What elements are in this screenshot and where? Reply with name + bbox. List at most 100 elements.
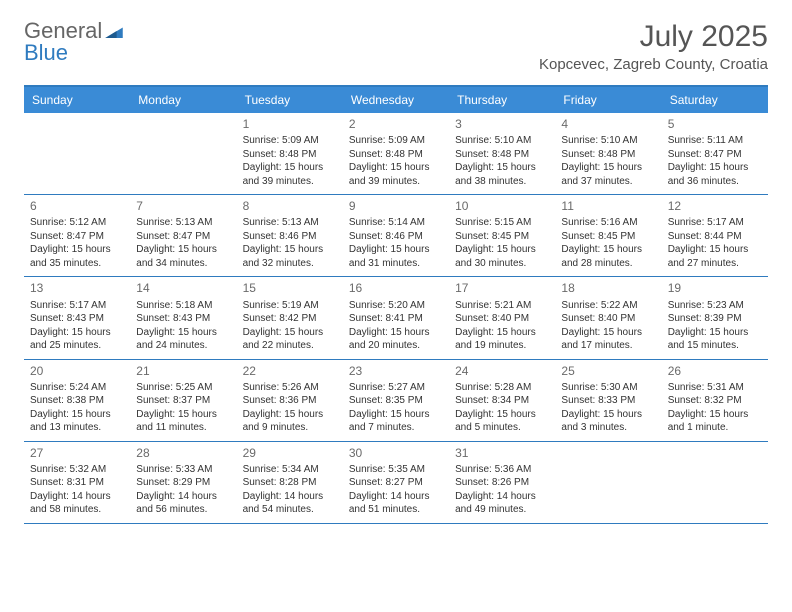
logo-word2: Blue bbox=[24, 40, 68, 65]
daylight-text: Daylight: 15 hours and 9 minutes. bbox=[243, 408, 337, 435]
logo-triangle-icon bbox=[105, 20, 123, 42]
sunrise-text: Sunrise: 5:12 AM bbox=[30, 216, 124, 230]
weeks-container: 1Sunrise: 5:09 AMSunset: 8:48 PMDaylight… bbox=[24, 113, 768, 524]
sunset-text: Sunset: 8:36 PM bbox=[243, 394, 337, 408]
daylight-text: Daylight: 15 hours and 7 minutes. bbox=[349, 408, 443, 435]
sunrise-text: Sunrise: 5:30 AM bbox=[561, 381, 655, 395]
sunrise-text: Sunrise: 5:20 AM bbox=[349, 299, 443, 313]
logo: GeneralBlue bbox=[24, 20, 123, 64]
sunset-text: Sunset: 8:38 PM bbox=[30, 394, 124, 408]
sunset-text: Sunset: 8:34 PM bbox=[455, 394, 549, 408]
sunset-text: Sunset: 8:46 PM bbox=[243, 230, 337, 244]
sunset-text: Sunset: 8:39 PM bbox=[668, 312, 762, 326]
weekday-header: Saturday bbox=[662, 87, 768, 113]
daylight-text: Daylight: 15 hours and 35 minutes. bbox=[30, 243, 124, 270]
empty-cell bbox=[662, 442, 768, 523]
sunrise-text: Sunrise: 5:28 AM bbox=[455, 381, 549, 395]
day-cell: 17Sunrise: 5:21 AMSunset: 8:40 PMDayligh… bbox=[449, 277, 555, 358]
day-cell: 9Sunrise: 5:14 AMSunset: 8:46 PMDaylight… bbox=[343, 195, 449, 276]
daylight-text: Daylight: 15 hours and 28 minutes. bbox=[561, 243, 655, 270]
daylight-text: Daylight: 15 hours and 37 minutes. bbox=[561, 161, 655, 188]
week-row: 27Sunrise: 5:32 AMSunset: 8:31 PMDayligh… bbox=[24, 442, 768, 524]
sunset-text: Sunset: 8:35 PM bbox=[349, 394, 443, 408]
sunset-text: Sunset: 8:33 PM bbox=[561, 394, 655, 408]
sunset-text: Sunset: 8:48 PM bbox=[243, 148, 337, 162]
sunset-text: Sunset: 8:47 PM bbox=[30, 230, 124, 244]
sunrise-text: Sunrise: 5:17 AM bbox=[668, 216, 762, 230]
weekday-header: Monday bbox=[130, 87, 236, 113]
day-cell: 15Sunrise: 5:19 AMSunset: 8:42 PMDayligh… bbox=[237, 277, 343, 358]
day-cell: 31Sunrise: 5:36 AMSunset: 8:26 PMDayligh… bbox=[449, 442, 555, 523]
sunrise-text: Sunrise: 5:33 AM bbox=[136, 463, 230, 477]
empty-cell bbox=[555, 442, 661, 523]
day-cell: 19 Sunrise: 5:23 AMSunset: 8:39 PMDayligh… bbox=[662, 277, 768, 358]
month-title: July 2025 bbox=[539, 20, 768, 54]
day-number: 12 bbox=[668, 198, 762, 214]
daylight-text: Daylight: 14 hours and 49 minutes. bbox=[455, 490, 549, 517]
day-cell: 13Sunrise: 5:17 AMSunset: 8:43 PMDayligh… bbox=[24, 277, 130, 358]
daylight-text: Daylight: 14 hours and 54 minutes. bbox=[243, 490, 337, 517]
daylight-text: Daylight: 15 hours and 36 minutes. bbox=[668, 161, 762, 188]
sunrise-text: Sunrise: 5:09 AM bbox=[349, 134, 443, 148]
day-number: 5 bbox=[668, 116, 762, 132]
day-number: 1 bbox=[243, 116, 337, 132]
day-cell: 30Sunrise: 5:35 AMSunset: 8:27 PMDayligh… bbox=[343, 442, 449, 523]
sunset-text: Sunset: 8:48 PM bbox=[349, 148, 443, 162]
calendar: SundayMondayTuesdayWednesdayThursdayFrid… bbox=[24, 85, 768, 524]
page-header: GeneralBlue July 2025 Kopcevec, Zagreb C… bbox=[24, 20, 768, 73]
sunrise-text: Sunrise: 5:16 AM bbox=[561, 216, 655, 230]
day-number: 31 bbox=[455, 445, 549, 461]
daylight-text: Daylight: 14 hours and 51 minutes. bbox=[349, 490, 443, 517]
day-number: 10 bbox=[455, 198, 549, 214]
day-number: 20 bbox=[30, 363, 124, 379]
day-cell: 7 Sunrise: 5:13 AMSunset: 8:47 PMDaylight… bbox=[130, 195, 236, 276]
sunrise-text: Sunrise: 5:23 AM bbox=[668, 299, 762, 313]
daylight-text: Daylight: 15 hours and 3 minutes. bbox=[561, 408, 655, 435]
daylight-text: Daylight: 15 hours and 39 minutes. bbox=[349, 161, 443, 188]
daylight-text: Daylight: 15 hours and 5 minutes. bbox=[455, 408, 549, 435]
title-block: July 2025 Kopcevec, Zagreb County, Croat… bbox=[539, 20, 768, 73]
day-number: 28 bbox=[136, 445, 230, 461]
sunset-text: Sunset: 8:26 PM bbox=[455, 476, 549, 490]
day-cell: 12Sunrise: 5:17 AMSunset: 8:44 PMDayligh… bbox=[662, 195, 768, 276]
sunrise-text: Sunrise: 5:24 AM bbox=[30, 381, 124, 395]
daylight-text: Daylight: 15 hours and 11 minutes. bbox=[136, 408, 230, 435]
sunset-text: Sunset: 8:47 PM bbox=[668, 148, 762, 162]
day-cell: 10Sunrise: 5:15 AMSunset: 8:45 PMDayligh… bbox=[449, 195, 555, 276]
daylight-text: Daylight: 15 hours and 15 minutes. bbox=[668, 326, 762, 353]
day-cell: 20Sunrise: 5:24 AMSunset: 8:38 PMDayligh… bbox=[24, 360, 130, 441]
week-row: 1Sunrise: 5:09 AMSunset: 8:48 PMDaylight… bbox=[24, 113, 768, 195]
daylight-text: Daylight: 15 hours and 24 minutes. bbox=[136, 326, 230, 353]
daylight-text: Daylight: 15 hours and 38 minutes. bbox=[455, 161, 549, 188]
daylight-text: Daylight: 15 hours and 34 minutes. bbox=[136, 243, 230, 270]
daylight-text: Daylight: 15 hours and 20 minutes. bbox=[349, 326, 443, 353]
daylight-text: Daylight: 15 hours and 27 minutes. bbox=[668, 243, 762, 270]
day-cell: 5Sunrise: 5:11 AMSunset: 8:47 PMDaylight… bbox=[662, 113, 768, 194]
sunrise-text: Sunrise: 5:13 AM bbox=[243, 216, 337, 230]
day-number: 7 bbox=[136, 198, 230, 214]
sunrise-text: Sunrise: 5:09 AM bbox=[243, 134, 337, 148]
sunrise-text: Sunrise: 5:31 AM bbox=[668, 381, 762, 395]
daylight-text: Daylight: 15 hours and 17 minutes. bbox=[561, 326, 655, 353]
day-number: 17 bbox=[455, 280, 549, 296]
day-number: 19 bbox=[668, 280, 762, 296]
sunset-text: Sunset: 8:28 PM bbox=[243, 476, 337, 490]
day-number: 29 bbox=[243, 445, 337, 461]
sunset-text: Sunset: 8:43 PM bbox=[136, 312, 230, 326]
sunset-text: Sunset: 8:48 PM bbox=[455, 148, 549, 162]
day-cell: 6Sunrise: 5:12 AMSunset: 8:47 PMDaylight… bbox=[24, 195, 130, 276]
sunset-text: Sunset: 8:40 PM bbox=[561, 312, 655, 326]
day-number: 16 bbox=[349, 280, 443, 296]
day-number: 30 bbox=[349, 445, 443, 461]
location-text: Kopcevec, Zagreb County, Croatia bbox=[539, 56, 768, 73]
sunset-text: Sunset: 8:43 PM bbox=[30, 312, 124, 326]
day-cell: 1Sunrise: 5:09 AMSunset: 8:48 PMDaylight… bbox=[237, 113, 343, 194]
sunrise-text: Sunrise: 5:22 AM bbox=[561, 299, 655, 313]
day-cell: 14Sunrise: 5:18 AMSunset: 8:43 PMDayligh… bbox=[130, 277, 236, 358]
day-number: 26 bbox=[668, 363, 762, 379]
sunrise-text: Sunrise: 5:19 AM bbox=[243, 299, 337, 313]
day-cell: 8Sunrise: 5:13 AMSunset: 8:46 PMDaylight… bbox=[237, 195, 343, 276]
sunrise-text: Sunrise: 5:13 AM bbox=[136, 216, 230, 230]
sunset-text: Sunset: 8:47 PM bbox=[136, 230, 230, 244]
day-number: 27 bbox=[30, 445, 124, 461]
